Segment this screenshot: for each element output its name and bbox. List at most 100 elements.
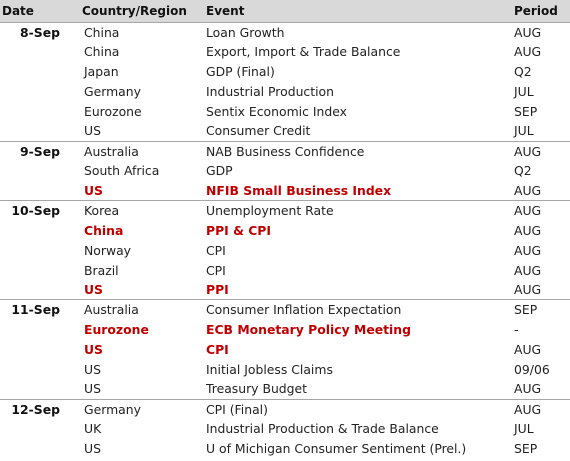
cell-period: AUG (512, 200, 570, 221)
table-row: 9-Sep Australia NAB Business Confidence AUG (0, 140, 570, 161)
table-row: 12-Sep Germany CPI (Final) AUG (0, 398, 570, 419)
cell-country: Norway (84, 242, 132, 258)
cell-date (0, 240, 78, 260)
table-row: 8-Sep China Loan Growth AUG (0, 21, 570, 42)
cell-country: South Africa (84, 163, 160, 179)
cell-country: Germany (78, 398, 202, 419)
table-row: 11-Sep Australia Consumer Inflation Expect… (0, 299, 570, 320)
table-row: US NFIB Small Business Index AUG (0, 181, 570, 201)
cell-date (0, 101, 78, 121)
cell-date (0, 181, 78, 201)
cell-event: Industrial Production & Trade Balance (206, 421, 439, 437)
table-body: 8-Sep China Loan Growth AUG China Export, Imp… (0, 21, 570, 459)
cell-country: UK (84, 421, 102, 437)
table-row: China PPI & CPI AUG (0, 220, 570, 240)
table-row: US Initial Jobless Claims 09/06 (0, 359, 570, 379)
cell-date (0, 161, 78, 181)
table-row: Germany Industrial Production JUL (0, 82, 570, 102)
cell-period: - (514, 322, 519, 338)
cell-country: US (84, 123, 101, 139)
cell-date (0, 121, 78, 141)
cell-event: CPI (Final) (202, 398, 512, 419)
cell-event: Consumer Credit (206, 123, 311, 139)
cell-period: SEP (512, 299, 570, 320)
cell-period: AUG (512, 398, 570, 419)
table-header: Date Country/Region Event Period (0, 0, 570, 22)
cell-event: Export, Import & Trade Balance (206, 44, 401, 60)
cell-date (0, 42, 78, 62)
table-row: US PPI AUG (0, 280, 570, 300)
cell-country: US (84, 282, 103, 298)
cell-event: NFIB Small Business Index (206, 182, 392, 198)
cell-period: AUG (514, 341, 542, 357)
cell-country: Eurozone (84, 322, 149, 338)
cell-date (0, 379, 78, 399)
cell-event: NAB Business Confidence (202, 140, 512, 161)
cell-date (0, 260, 78, 280)
cell-event: ECB Monetary Policy Meeting (206, 322, 411, 338)
cell-period: AUG (514, 182, 542, 198)
cell-country: US (84, 182, 103, 198)
cell-country: China (84, 44, 120, 60)
cell-date (0, 82, 78, 102)
cell-country: Australia (78, 299, 202, 320)
cell-event: PPI (206, 282, 229, 298)
cell-date: 10-Sep (0, 200, 78, 221)
cell-event: Sentix Economic Index (206, 103, 347, 119)
header-event: Event (206, 3, 245, 18)
cell-country: US (84, 441, 101, 457)
table-row: China Export, Import & Trade Balance AUG (0, 42, 570, 62)
table-row: Eurozone Sentix Economic Index SEP (0, 101, 570, 121)
cell-period: JUL (514, 123, 534, 139)
cell-period: SEP (514, 441, 538, 457)
table-row: UK Industrial Production & Trade Balance J… (0, 419, 570, 439)
cell-period: SEP (514, 103, 538, 119)
cell-date (0, 62, 78, 82)
cell-period: AUG (514, 242, 542, 258)
header-date: Date (2, 3, 34, 18)
table-row: Japan GDP (Final) Q2 (0, 62, 570, 82)
cell-date: 8-Sep (0, 21, 78, 42)
cell-date (0, 320, 78, 340)
cell-event: GDP (Final) (206, 64, 275, 80)
cell-period: AUG (514, 282, 542, 298)
table-row: 10-Sep Korea Unemployment Rate AUG (0, 200, 570, 221)
cell-date: 9-Sep (0, 140, 78, 161)
cell-country: US (84, 341, 103, 357)
cell-country: China (84, 222, 124, 238)
cell-period: JUL (514, 421, 534, 437)
cell-event: Unemployment Rate (202, 200, 512, 221)
cell-country: Australia (78, 140, 202, 161)
table-row: Brazil CPI AUG (0, 260, 570, 280)
cell-date (0, 419, 78, 439)
cell-country: Korea (78, 200, 202, 221)
header-country-region: Country/Region (82, 3, 187, 18)
cell-event: GDP (206, 163, 233, 179)
cell-event: Industrial Production (206, 83, 334, 99)
cell-event: U of Michigan Consumer Sentiment (Prel.) (206, 441, 467, 457)
cell-country: China (78, 21, 202, 42)
cell-period: AUG (514, 381, 542, 397)
cell-country: Brazil (84, 262, 119, 278)
cell-date (0, 439, 78, 459)
cell-event: Consumer Inflation Expectation (202, 299, 512, 320)
cell-event: Loan Growth (202, 21, 512, 42)
cell-country: Japan (84, 64, 119, 80)
cell-date (0, 340, 78, 360)
cell-date (0, 280, 78, 300)
cell-period: Q2 (514, 163, 532, 179)
table-row: South Africa GDP Q2 (0, 161, 570, 181)
cell-country: US (84, 381, 101, 397)
header-row: Date Country/Region Event Period (0, 0, 570, 22)
cell-period: JUL (514, 83, 534, 99)
cell-period: AUG (514, 44, 542, 60)
cell-period: AUG (512, 140, 570, 161)
cell-date (0, 359, 78, 379)
cell-country: Germany (84, 83, 141, 99)
cell-period: Q2 (514, 64, 532, 80)
cell-country: US (84, 361, 101, 377)
cell-event: PPI & CPI (206, 222, 271, 238)
cell-period: AUG (512, 21, 570, 42)
cell-period: AUG (514, 222, 542, 238)
